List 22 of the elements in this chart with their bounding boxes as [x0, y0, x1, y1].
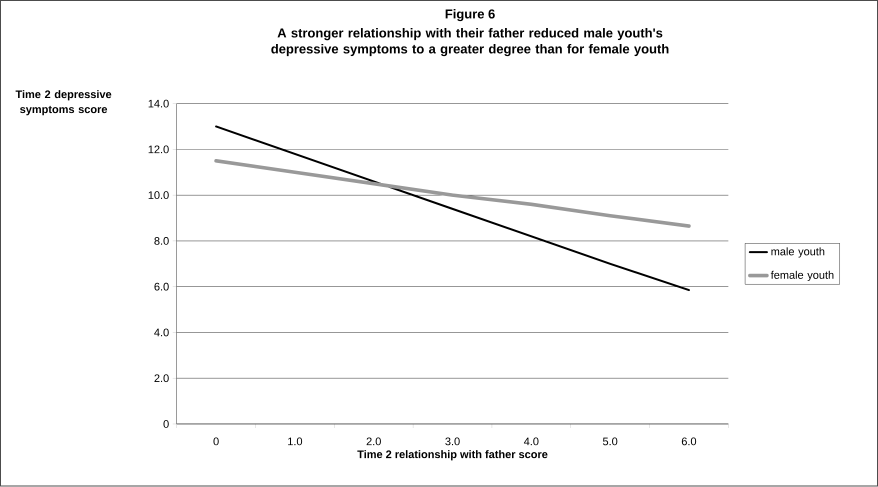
- y-tick-label: 10.0: [148, 191, 169, 200]
- y-tick-label: 0: [164, 420, 169, 428]
- y-tick-label: 14.0: [148, 100, 169, 108]
- x-tick-label: 1.0: [288, 438, 302, 446]
- x-tick-label: 0: [213, 438, 219, 446]
- y-tick-label: 6.0: [154, 283, 169, 291]
- x-tick-label: 5.0: [602, 438, 618, 446]
- y-tick-label: 4.0: [154, 328, 169, 337]
- y-axis-title: Time 2 depressive symptoms score: [16, 90, 112, 116]
- x-axis-title: Time 2 relationship with father score: [357, 450, 548, 461]
- y-tick-label: 8.0: [154, 237, 169, 246]
- chart-subtitle: A stronger relationship with their father reduced male youth's depressive symptoms to a greater degree than for female youth: [271, 28, 668, 56]
- x-tick-label: 6.0: [682, 438, 696, 446]
- line-series: [214, 159, 691, 228]
- x-tick-label: 4.0: [524, 438, 539, 446]
- legend-label: male youth: [771, 248, 824, 258]
- x-tick-label: 3.0: [445, 438, 460, 446]
- chart-title: Figure 6: [446, 9, 495, 22]
- y-tick-label: 12.0: [148, 146, 169, 154]
- x-tick-label: 2.0: [366, 438, 381, 446]
- y-tick-label: 2.0: [154, 374, 169, 382]
- legend-label: female youth: [770, 271, 834, 282]
